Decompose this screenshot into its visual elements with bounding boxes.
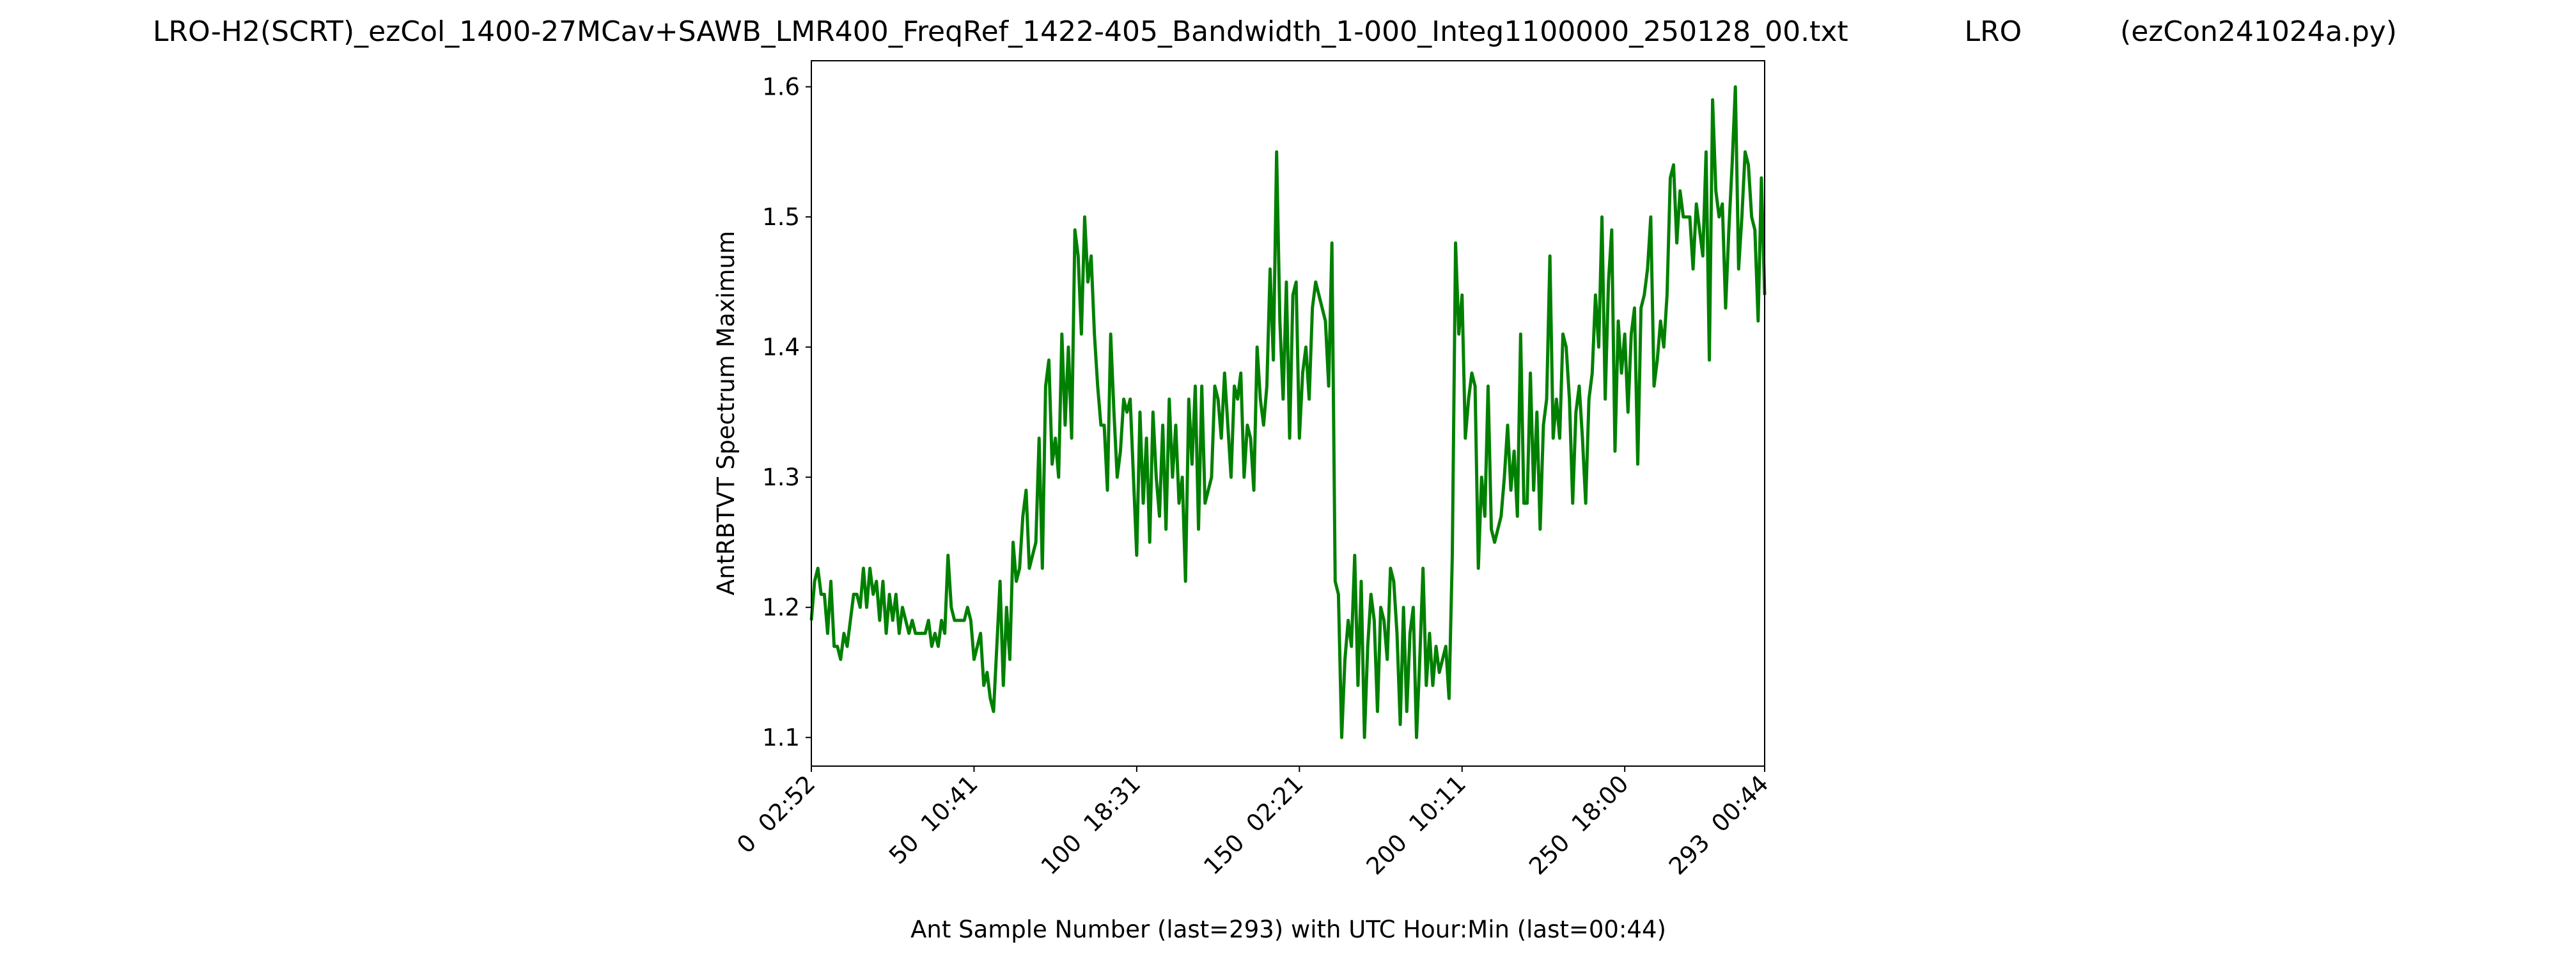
y-axis-label: AntRBTVT Spectrum Maximum <box>712 231 740 595</box>
chart-title: LRO-H2(SCRT)_ezCol_1400-27MCav+SAWB_LMR4… <box>153 15 2397 48</box>
data-line <box>809 85 1767 739</box>
y-tick-label: 1.1 <box>762 724 800 751</box>
y-tick-label: 1.4 <box>762 334 800 361</box>
y-tick-label: 1.3 <box>762 464 800 491</box>
y-tick-label: 1.2 <box>762 594 800 622</box>
y-tick-label: 1.6 <box>762 74 800 101</box>
plot-frame <box>811 60 1765 767</box>
x-axis-label: Ant Sample Number (last=293) with UTC Ho… <box>910 916 1666 943</box>
y-tick-label: 1.5 <box>762 203 800 231</box>
